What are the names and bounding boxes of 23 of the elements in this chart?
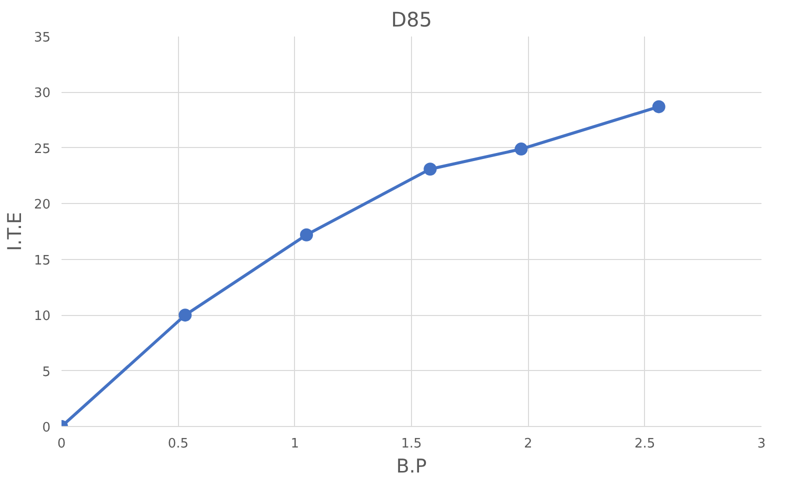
point: [652, 100, 666, 114]
x-tick-label: 0.5: [168, 436, 189, 452]
y-tick-label: 10: [34, 309, 51, 324]
point: [178, 308, 192, 322]
y-tick-label: 20: [34, 198, 51, 213]
point: [424, 162, 437, 176]
y-axis-title: I.T.E: [4, 212, 26, 252]
y-tick-label: 35: [34, 30, 51, 46]
y-tick-label: 0: [42, 420, 51, 436]
x-axis-title: B.P: [396, 456, 427, 478]
x-tick-label: 3: [757, 436, 766, 452]
y-tick-label: 5: [42, 364, 51, 380]
point: [300, 228, 313, 242]
chart-title: D85: [391, 8, 432, 32]
x-tick-label: 2: [524, 436, 532, 452]
x-tick-label: 0: [57, 436, 66, 452]
y-tick-label: 25: [34, 142, 51, 157]
point: [514, 142, 528, 156]
y-tick-label: 30: [34, 86, 51, 102]
x-tick-label: 1.5: [401, 436, 422, 452]
x-tick-label: 1: [290, 436, 299, 452]
y-tick-label: 15: [34, 253, 51, 268]
x-tick-label: 2.5: [634, 436, 656, 452]
